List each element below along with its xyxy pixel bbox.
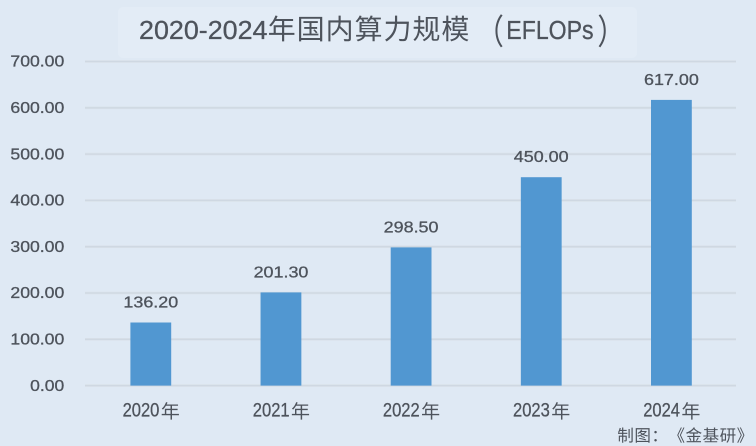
svg-text:200.00: 200.00 bbox=[10, 285, 64, 302]
svg-text:300.00: 300.00 bbox=[10, 239, 64, 256]
svg-text:100.00: 100.00 bbox=[10, 332, 64, 349]
svg-text:700.00: 700.00 bbox=[10, 54, 64, 71]
svg-text:2020-2024: 2020-2024 bbox=[139, 15, 268, 45]
svg-text:617.00: 617.00 bbox=[644, 72, 699, 89]
svg-text:450.00: 450.00 bbox=[514, 149, 569, 166]
svg-text:2021: 2021 bbox=[253, 401, 290, 422]
svg-text:400.00: 400.00 bbox=[10, 193, 64, 210]
svg-text:298.50: 298.50 bbox=[384, 219, 439, 236]
svg-text:2023: 2023 bbox=[513, 401, 550, 422]
svg-text:600.00: 600.00 bbox=[10, 100, 64, 117]
svg-text:500.00: 500.00 bbox=[10, 146, 64, 163]
svg-text:2022: 2022 bbox=[383, 401, 420, 422]
svg-text:EFLOPs: EFLOPs bbox=[506, 15, 593, 45]
svg-text:136.20: 136.20 bbox=[123, 294, 178, 311]
svg-text:201.30: 201.30 bbox=[254, 264, 309, 281]
svg-text:2024: 2024 bbox=[643, 401, 680, 422]
svg-text:2020: 2020 bbox=[123, 401, 160, 422]
svg-text:0.00: 0.00 bbox=[30, 378, 64, 395]
